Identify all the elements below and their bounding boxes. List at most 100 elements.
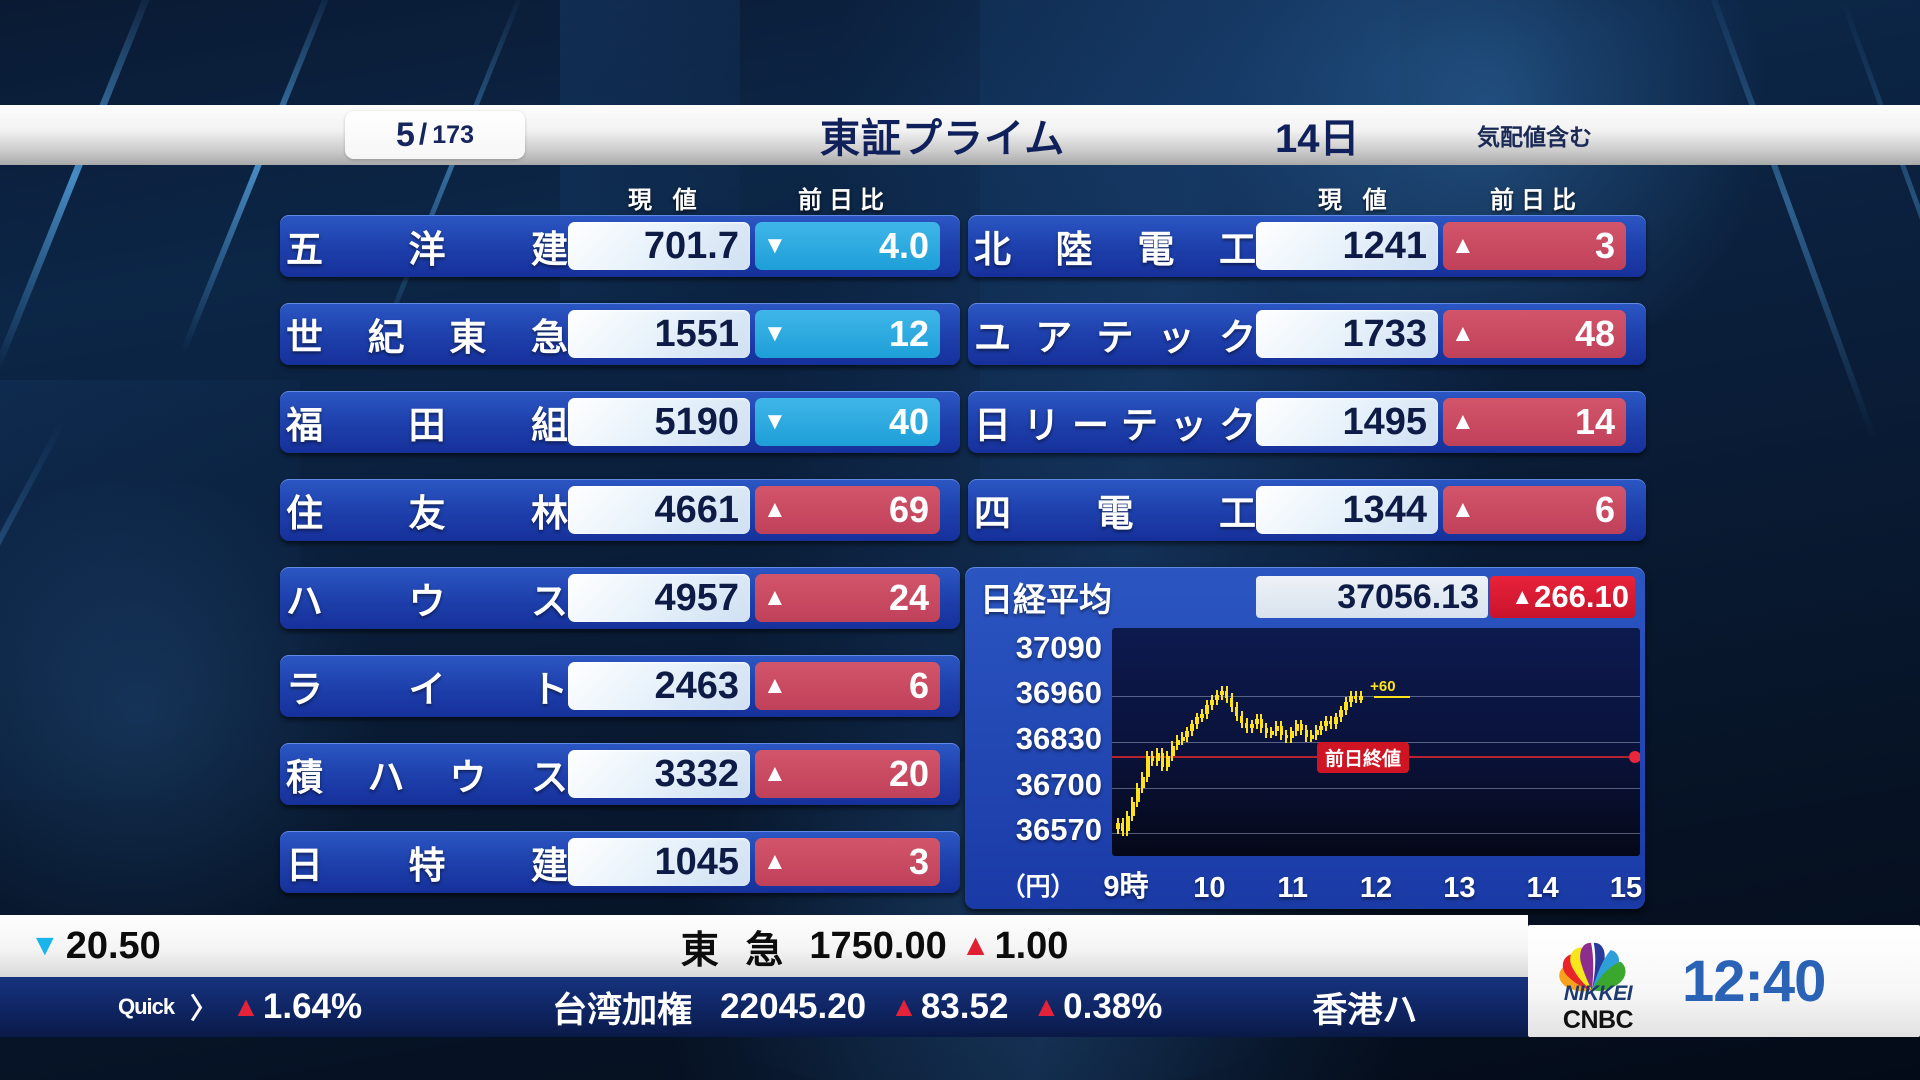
- up-triangle-icon: ▲: [1451, 496, 1475, 523]
- stock-name: ハウス: [286, 581, 568, 622]
- chart-gridline: [1112, 833, 1640, 835]
- stock-row[interactable]: 住友林 4661 ▲ 69: [280, 479, 960, 541]
- candlestick: [1344, 701, 1349, 711]
- stock-change-value: 3: [908, 841, 929, 882]
- candlestick: [1210, 699, 1215, 706]
- right-price-column-header: 現 値: [1318, 187, 1394, 214]
- stock-change-value: 6: [908, 665, 929, 706]
- page-indicator[interactable]: 5 / 173: [345, 111, 525, 159]
- stock-name: 住友林: [286, 493, 568, 534]
- network-logo-clock: NIKKEI CNBC 12:40: [1528, 925, 1920, 1037]
- stock-row[interactable]: ハウス 4957 ▲ 24: [280, 567, 960, 629]
- candlestick: [1235, 706, 1239, 716]
- up-triangle-icon: ▲: [232, 991, 260, 1022]
- candlestick: [1349, 696, 1354, 702]
- candlestick: [1240, 715, 1244, 723]
- ticker-center-change: 1.00: [994, 924, 1069, 967]
- stock-row[interactable]: 四電工 1344 ▲ 6: [968, 479, 1646, 541]
- stock-change-value: 12: [888, 313, 929, 354]
- stock-change-value: 48: [1574, 313, 1615, 354]
- stock-change: ▼ 40: [755, 398, 940, 446]
- candlestick: [1120, 822, 1125, 832]
- candlestick: [1324, 720, 1329, 727]
- stock-price: 1045: [568, 838, 750, 886]
- chart-annotation-line: [1374, 696, 1411, 699]
- candlestick: [1329, 720, 1333, 725]
- header-bar: 5 / 173 東証プライム 14日 気配値含む: [0, 105, 1920, 165]
- up-triangle-icon: ▲: [763, 672, 787, 699]
- stock-change: ▲ 14: [1443, 398, 1626, 446]
- candlestick: [1195, 717, 1200, 725]
- stock-change: ▲ 6: [755, 662, 940, 710]
- candlestick: [1125, 815, 1130, 832]
- stock-change-value: 69: [888, 489, 929, 530]
- page-total: 173: [432, 120, 474, 149]
- candlestick: [1155, 752, 1160, 762]
- candlestick: [1205, 705, 1210, 714]
- stock-row[interactable]: 五洋建 701.7 ▼ 4.0: [280, 215, 960, 277]
- stock-row[interactable]: ユアテック 1733 ▲ 48: [968, 303, 1646, 365]
- nikkei-intraday-chart[interactable]: 前日終値 +60: [1112, 628, 1640, 856]
- ticker-bar-top[interactable]: ▼ 20.50 東 急 1750.00 ▲ 1.00: [0, 915, 1528, 977]
- stock-change: ▲ 24: [755, 574, 940, 622]
- candlestick: [1160, 752, 1164, 767]
- chart-x-tick: 11: [1277, 872, 1308, 904]
- ticker-bar-bottom[interactable]: Quick 〉 ▲ 1.64% 台湾加権 22045.20 ▲ 83.52 ▲ …: [0, 977, 1528, 1037]
- stock-row[interactable]: ライト 2463 ▲ 6: [280, 655, 960, 717]
- candlestick: [1140, 777, 1145, 788]
- candlestick: [1259, 719, 1263, 728]
- stock-change-value: 24: [888, 577, 929, 618]
- chart-x-tick: 15: [1609, 872, 1643, 904]
- bg-streak: [180, 0, 336, 354]
- candlestick: [1225, 691, 1229, 699]
- candlestick: [1334, 717, 1339, 725]
- stock-name: 五洋建: [286, 229, 568, 270]
- candlestick: [1116, 822, 1120, 829]
- stock-row[interactable]: 世紀東急 1551 ▼ 12: [280, 303, 960, 365]
- stock-price: 1733: [1256, 310, 1438, 358]
- stock-change: ▲ 20: [755, 750, 940, 798]
- stock-change: ▲ 6: [1443, 486, 1626, 534]
- up-triangle-icon: ▲: [890, 991, 918, 1022]
- nikkei-value: 37056.13: [1256, 576, 1488, 618]
- stock-change-value: 6: [1594, 489, 1615, 530]
- chart-x-tick: 12: [1359, 872, 1393, 904]
- candlestick: [1245, 722, 1249, 728]
- right-change-column-header: 前日比: [1490, 187, 1583, 214]
- ticker-bracket: 〉: [190, 993, 219, 1024]
- stock-name: 日特建: [286, 845, 568, 886]
- ticker-next-name: 香港ハ: [1312, 990, 1418, 1030]
- chart-x-tick: 14: [1526, 872, 1559, 904]
- nbc-peacock-icon: [1542, 935, 1646, 1027]
- candlestick: [1254, 719, 1259, 725]
- up-triangle-icon: ▲: [763, 848, 787, 875]
- stock-row[interactable]: 日リーテック 1495 ▲ 14: [968, 391, 1646, 453]
- candlestick: [1150, 756, 1154, 762]
- stock-change-value: 3: [1594, 225, 1615, 266]
- nikkei-chart-body: 37090 36960 36830 36700 36570 （円） 前日終値 +60 9時…: [970, 622, 1643, 905]
- page-separator: /: [418, 118, 428, 151]
- stock-row[interactable]: 日特建 1045 ▲ 3: [280, 831, 960, 893]
- candlestick: [1145, 756, 1150, 778]
- candlestick: [1165, 756, 1170, 767]
- logo-wordmark: NIKKEI CNBC: [1546, 982, 1650, 1035]
- ticker-first-pct: 1.64%: [262, 987, 363, 1026]
- stock-row[interactable]: 福田組 5190 ▼ 40: [280, 391, 960, 453]
- candlestick: [1220, 691, 1225, 696]
- stock-change: ▲ 3: [1443, 222, 1626, 270]
- stock-name: ライト: [286, 669, 568, 710]
- stock-row[interactable]: 積ハウス 3332 ▲ 20: [280, 743, 960, 805]
- chart-y-unit: （円）: [1000, 873, 1076, 901]
- down-triangle-icon: ▼: [763, 232, 787, 259]
- chart-y-tick: 36830: [1015, 721, 1102, 756]
- candlestick: [1279, 726, 1283, 735]
- candlestick: [1180, 736, 1185, 741]
- nikkei-average-panel[interactable]: 日経平均 37056.13 ▲ 266.10 37090 36960 36830 36…: [965, 567, 1645, 909]
- candlestick: [1175, 740, 1180, 746]
- stock-row[interactable]: 北陸電工 1241 ▲ 3: [968, 215, 1646, 277]
- candlestick: [1185, 731, 1190, 737]
- chart-x-tick: 9時: [1103, 871, 1149, 903]
- chart-x-tick: 10: [1193, 872, 1226, 904]
- candlestick: [1294, 724, 1299, 732]
- up-triangle-icon: ▲: [1511, 584, 1534, 609]
